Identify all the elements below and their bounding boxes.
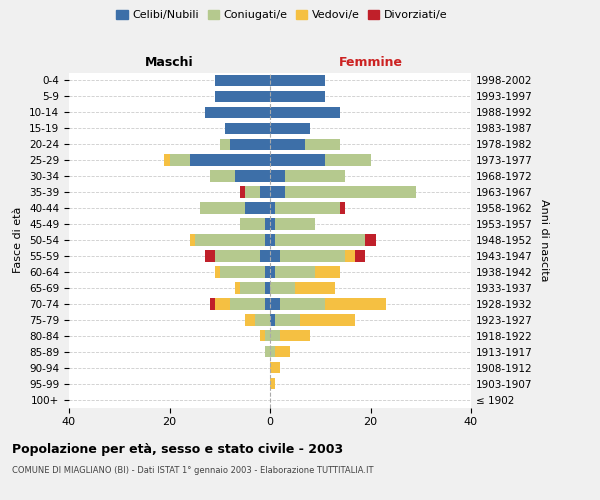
Bar xyxy=(265,330,270,342)
Bar xyxy=(260,186,270,198)
Bar xyxy=(245,202,270,214)
Y-axis label: Fasce di età: Fasce di età xyxy=(13,207,23,273)
Bar xyxy=(270,378,275,390)
Bar xyxy=(270,122,310,134)
Bar xyxy=(300,314,355,326)
Bar xyxy=(275,346,290,358)
Bar xyxy=(270,202,275,214)
Bar xyxy=(280,250,346,262)
Text: COMUNE DI MIAGLIANO (BI) - Dati ISTAT 1° gennaio 2003 - Elaborazione TUTTITALIA.: COMUNE DI MIAGLIANO (BI) - Dati ISTAT 1°… xyxy=(12,466,373,475)
Bar xyxy=(270,362,280,374)
Bar xyxy=(260,250,270,262)
Bar xyxy=(270,218,275,230)
Bar xyxy=(215,250,260,262)
Text: Femmine: Femmine xyxy=(338,56,403,70)
Bar xyxy=(270,346,275,358)
Bar xyxy=(215,74,270,86)
Y-axis label: Anni di nascita: Anni di nascita xyxy=(539,198,549,281)
Bar xyxy=(240,282,265,294)
Bar xyxy=(194,234,265,246)
Bar xyxy=(240,186,245,198)
Bar xyxy=(255,314,270,326)
Bar xyxy=(210,170,235,182)
Bar xyxy=(215,298,230,310)
Bar xyxy=(205,106,270,118)
Bar xyxy=(340,202,346,214)
Bar xyxy=(270,298,280,310)
Bar xyxy=(220,266,265,278)
Bar xyxy=(355,250,365,262)
Bar xyxy=(270,186,285,198)
Bar xyxy=(275,234,365,246)
Bar xyxy=(325,298,386,310)
Bar xyxy=(315,266,340,278)
Bar xyxy=(225,122,270,134)
Bar xyxy=(245,314,255,326)
Bar xyxy=(285,186,416,198)
Bar xyxy=(164,154,170,166)
Bar xyxy=(305,138,340,150)
Bar xyxy=(265,346,270,358)
Bar xyxy=(270,266,275,278)
Bar xyxy=(270,234,275,246)
Bar xyxy=(325,154,371,166)
Bar xyxy=(190,154,270,166)
Text: Popolazione per età, sesso e stato civile - 2003: Popolazione per età, sesso e stato civil… xyxy=(12,442,343,456)
Bar xyxy=(205,250,215,262)
Bar xyxy=(245,186,260,198)
Bar xyxy=(270,250,280,262)
Bar xyxy=(280,298,325,310)
Bar xyxy=(265,266,270,278)
Bar xyxy=(270,170,285,182)
Bar xyxy=(275,218,315,230)
Text: Maschi: Maschi xyxy=(145,56,194,70)
Bar xyxy=(270,154,325,166)
Bar xyxy=(235,170,270,182)
Bar xyxy=(270,90,325,102)
Bar xyxy=(200,202,245,214)
Bar xyxy=(270,138,305,150)
Bar xyxy=(215,266,220,278)
Bar xyxy=(210,298,215,310)
Bar xyxy=(285,170,346,182)
Bar xyxy=(170,154,190,166)
Bar xyxy=(270,330,280,342)
Bar xyxy=(346,250,355,262)
Bar xyxy=(230,298,265,310)
Bar xyxy=(230,138,270,150)
Bar xyxy=(265,282,270,294)
Bar xyxy=(275,266,315,278)
Bar xyxy=(240,218,265,230)
Bar xyxy=(190,234,194,246)
Bar xyxy=(235,282,240,294)
Bar xyxy=(265,218,270,230)
Bar xyxy=(280,330,310,342)
Bar xyxy=(275,202,340,214)
Bar xyxy=(270,282,295,294)
Bar xyxy=(365,234,376,246)
Bar xyxy=(275,314,300,326)
Legend: Celibi/Nubili, Coniugati/e, Vedovi/e, Divorziati/e: Celibi/Nubili, Coniugati/e, Vedovi/e, Di… xyxy=(112,6,452,25)
Bar xyxy=(265,298,270,310)
Bar xyxy=(270,106,340,118)
Bar xyxy=(270,314,275,326)
Bar xyxy=(220,138,230,150)
Bar xyxy=(270,74,325,86)
Bar xyxy=(260,330,265,342)
Bar xyxy=(215,90,270,102)
Bar xyxy=(295,282,335,294)
Bar xyxy=(265,234,270,246)
